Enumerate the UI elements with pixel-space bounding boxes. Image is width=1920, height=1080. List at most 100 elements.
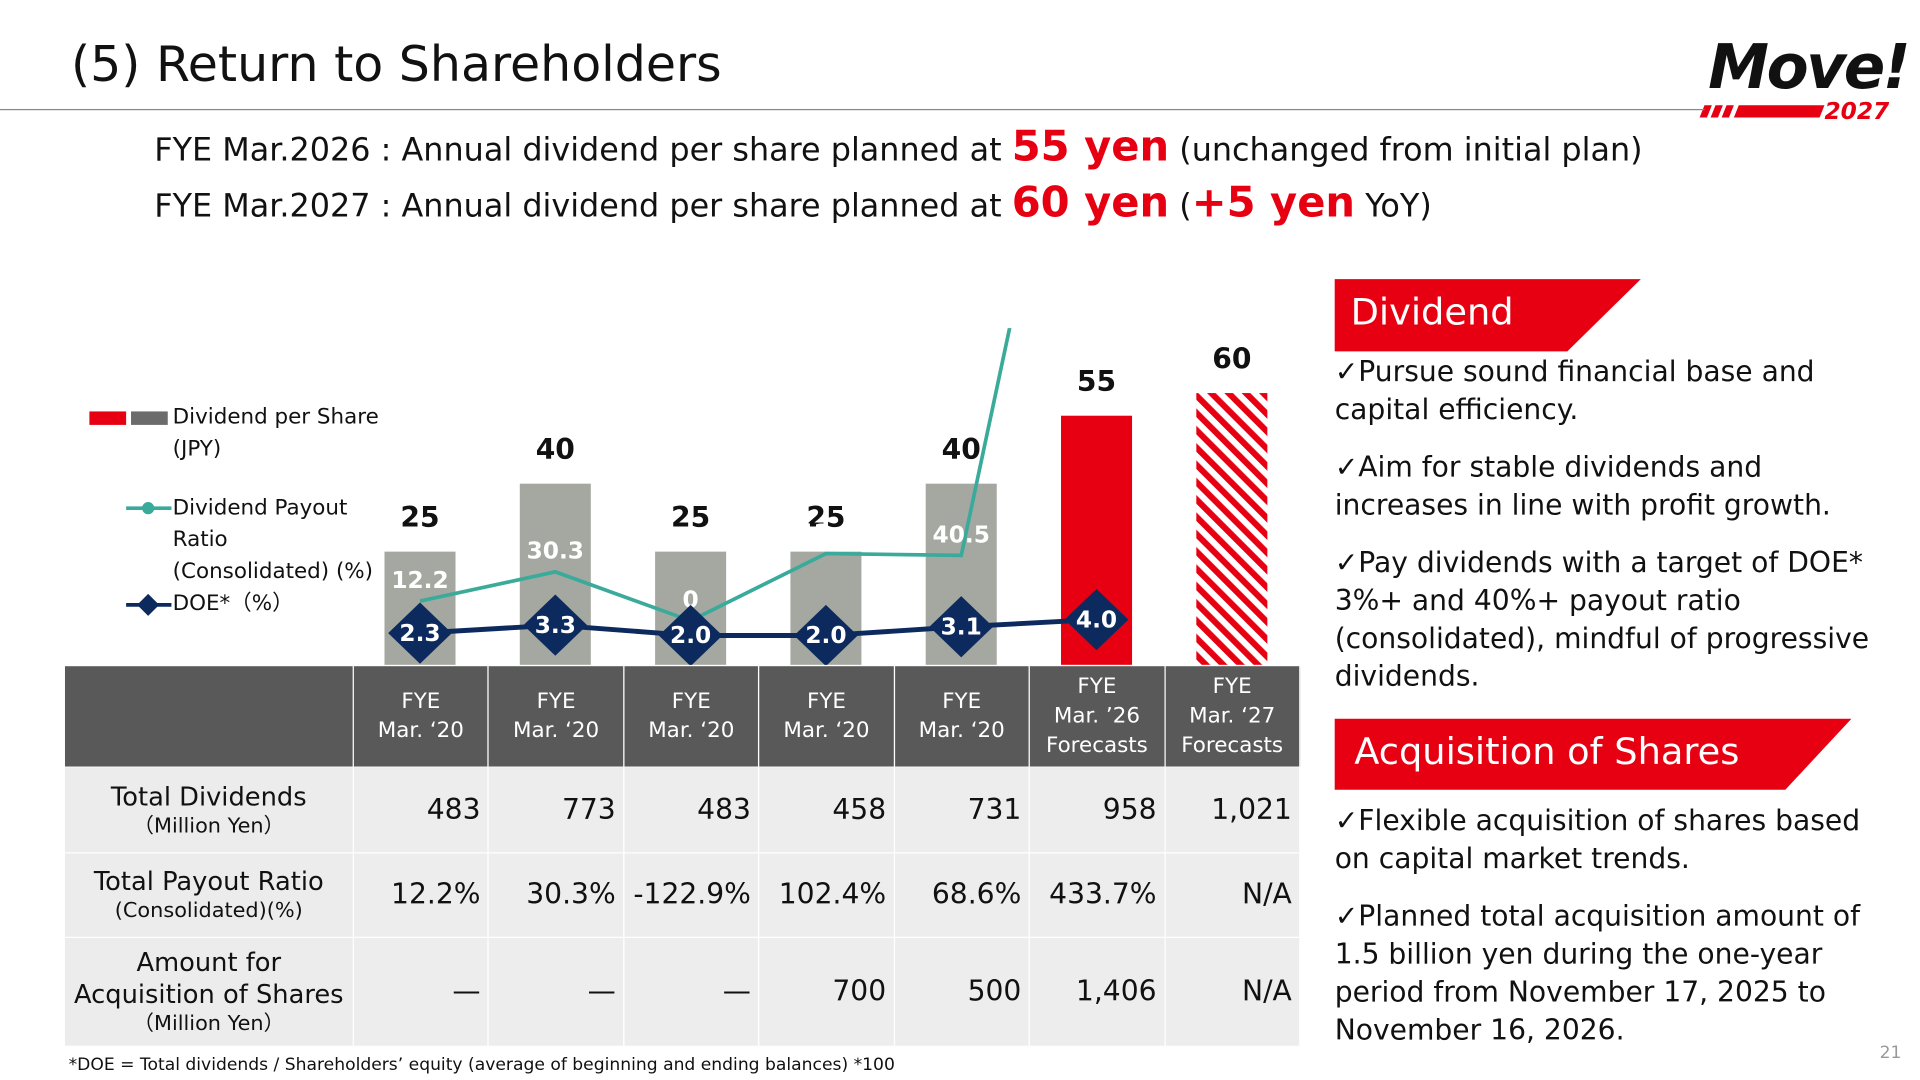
table-row: Total Payout Ratio (Consolidated)(%) 12.2%… bbox=[63, 852, 1301, 938]
page-number: 21 bbox=[1879, 1043, 1902, 1063]
row-label-text: Total Payout Ratio bbox=[93, 866, 324, 897]
table-cell: 1,021 bbox=[1163, 766, 1301, 854]
headline-text: FYE Mar.2027 : Annual dividend per share… bbox=[154, 188, 1012, 226]
table-cell: N/A bbox=[1163, 852, 1301, 938]
data-label: 0 bbox=[683, 587, 699, 614]
bar-label: 40 bbox=[942, 433, 981, 466]
bar-label: 60 bbox=[1212, 343, 1251, 376]
bar-label: 40 bbox=[536, 433, 575, 466]
legend-label: DOE*（%） bbox=[172, 591, 294, 616]
point-marker bbox=[523, 594, 588, 656]
logo: Move! 2027 bbox=[1699, 32, 1911, 125]
bar bbox=[1196, 393, 1268, 665]
x-tick-label: FYE Mar. ‘20 bbox=[758, 664, 895, 768]
x-tick-label: FYE Mar. ’26 Forecasts bbox=[1028, 664, 1166, 768]
headline-highlight: +5 yen bbox=[1191, 178, 1356, 228]
row-sublabel: （Million Yen） bbox=[133, 1011, 285, 1036]
section-title: Dividend bbox=[1350, 291, 1514, 335]
table-cell: 958 bbox=[1028, 766, 1166, 854]
title-rule bbox=[0, 108, 1705, 111]
row-label: Total Dividends （Million Yen） bbox=[63, 766, 354, 854]
section-banner bbox=[1334, 718, 1852, 790]
x-tick-label: FYE Mar. ‘20 bbox=[352, 664, 490, 768]
row-sublabel: （Million Yen） bbox=[133, 813, 285, 839]
headline-text: FYE Mar.2026 : Annual dividend per share… bbox=[154, 132, 1012, 169]
row-sublabel: (Consolidated)(%) bbox=[114, 898, 303, 924]
footnote: *DOE = Total dividends / Shareholders’ e… bbox=[68, 1055, 895, 1076]
table-cell: 731 bbox=[893, 766, 1030, 854]
clip-group bbox=[419, 328, 1012, 623]
bullet: ✓Aim for stable dividends and increases … bbox=[1334, 451, 1831, 522]
headline: FYE Mar.2027 : Annual dividend per share… bbox=[154, 179, 1432, 228]
logo-text: Move! bbox=[1708, 32, 1908, 103]
headline: FYE Mar.2026 : Annual dividend per share… bbox=[154, 122, 1642, 171]
table-cell: — bbox=[352, 936, 490, 1047]
slide-title: (5) Return to Shareholders bbox=[71, 36, 722, 94]
legend-marker bbox=[137, 593, 160, 616]
row-label-text: Amount for Acquisition of Shares bbox=[73, 947, 344, 1009]
headline-text: YoY) bbox=[1355, 188, 1432, 226]
data-label: 2.0 bbox=[670, 622, 711, 649]
bar-label: 55 bbox=[1077, 365, 1116, 398]
headline-highlight: 60 yen bbox=[1011, 178, 1170, 228]
row-label-text: Total Dividends bbox=[110, 781, 307, 812]
data-label: 3.1 bbox=[941, 613, 982, 640]
legend-marker bbox=[142, 502, 155, 515]
table-cell: 433.7% bbox=[1028, 852, 1166, 938]
series-line bbox=[419, 328, 1012, 623]
table-cell: -122.9% bbox=[623, 852, 760, 938]
x-tick-label: FYE Mar. ‘27 Forecasts bbox=[1163, 664, 1301, 768]
section-banner bbox=[1334, 279, 1641, 352]
table-cell: 68.6% bbox=[893, 852, 1030, 938]
data-label: 41.6 bbox=[797, 519, 854, 546]
legend-label: Dividend Payout Ratio (Consolidated) (%) bbox=[172, 495, 374, 585]
data-table: FYE Mar. ‘20 FYE Mar. ‘20 FYE Mar. ‘20 FYE … bbox=[63, 664, 1301, 1047]
bullet: ✓Flexible acquisition of shares based on… bbox=[1334, 805, 1861, 876]
section-title: Acquisition of Shares bbox=[1354, 731, 1740, 774]
table-cell: 483 bbox=[623, 766, 760, 854]
bullet-list: ✓Flexible acquisition of shares based on… bbox=[1335, 803, 1874, 1070]
x-tick-label: FYE Mar. ‘20 bbox=[893, 664, 1030, 768]
logo-year: 2027 bbox=[1824, 98, 1890, 125]
table-row: Total Dividends （Million Yen） 483 773 483 458… bbox=[63, 766, 1301, 854]
x-tick-label: FYE Mar. ‘20 bbox=[623, 664, 760, 768]
table-cell: 458 bbox=[758, 766, 895, 854]
legend-swatch bbox=[89, 411, 127, 425]
data-label: 12.2 bbox=[391, 567, 448, 594]
x-tick-label: FYE Mar. ‘20 bbox=[487, 664, 625, 768]
table-cell: 30.3% bbox=[487, 852, 625, 938]
header-blank bbox=[63, 664, 354, 768]
data-label: 3.3 bbox=[535, 612, 576, 639]
table-cell: 500 bbox=[893, 936, 1030, 1047]
legend-label: Dividend per Share (JPY) bbox=[172, 405, 379, 462]
headline-text: ( bbox=[1169, 188, 1192, 226]
data-label: 2.3 bbox=[399, 620, 440, 647]
table-cell: 483 bbox=[352, 766, 490, 854]
table-cell: 1,406 bbox=[1028, 936, 1166, 1047]
table-row: Amount for Acquisition of Shares （Million… bbox=[63, 936, 1301, 1047]
point-marker bbox=[658, 604, 723, 667]
table-cell: 773 bbox=[487, 766, 625, 854]
headline-text: (unchanged from initial plan) bbox=[1169, 132, 1643, 169]
table-cell: 700 bbox=[758, 936, 895, 1047]
bullet: ✓Pursue sound financial base and capital… bbox=[1334, 356, 1815, 427]
row-label: Total Payout Ratio (Consolidated)(%) bbox=[63, 852, 354, 938]
table-cell: N/A bbox=[1163, 936, 1301, 1047]
bar-label: 25 bbox=[806, 501, 845, 534]
bullet: ✓Pay dividends with a target of DOE* 3%+… bbox=[1334, 547, 1870, 694]
bar-label: 25 bbox=[671, 501, 710, 534]
bullet-list: ✓Pursue sound financial base and capital… bbox=[1335, 354, 1874, 716]
data-label: 4.0 bbox=[1076, 606, 1117, 633]
bar-label: 25 bbox=[400, 501, 439, 534]
table-cell: 12.2% bbox=[352, 852, 490, 938]
legend-swatch bbox=[131, 411, 168, 425]
table-cell: 102.4% bbox=[758, 852, 895, 938]
row-label: Amount for Acquisition of Shares （Million… bbox=[63, 936, 354, 1047]
data-label: 40.5 bbox=[933, 521, 990, 548]
bullet: ✓Planned total acquisition amount of 1.5… bbox=[1334, 901, 1861, 1047]
data-label: 30.3 bbox=[527, 538, 584, 565]
data-label: 2.0 bbox=[805, 622, 846, 649]
